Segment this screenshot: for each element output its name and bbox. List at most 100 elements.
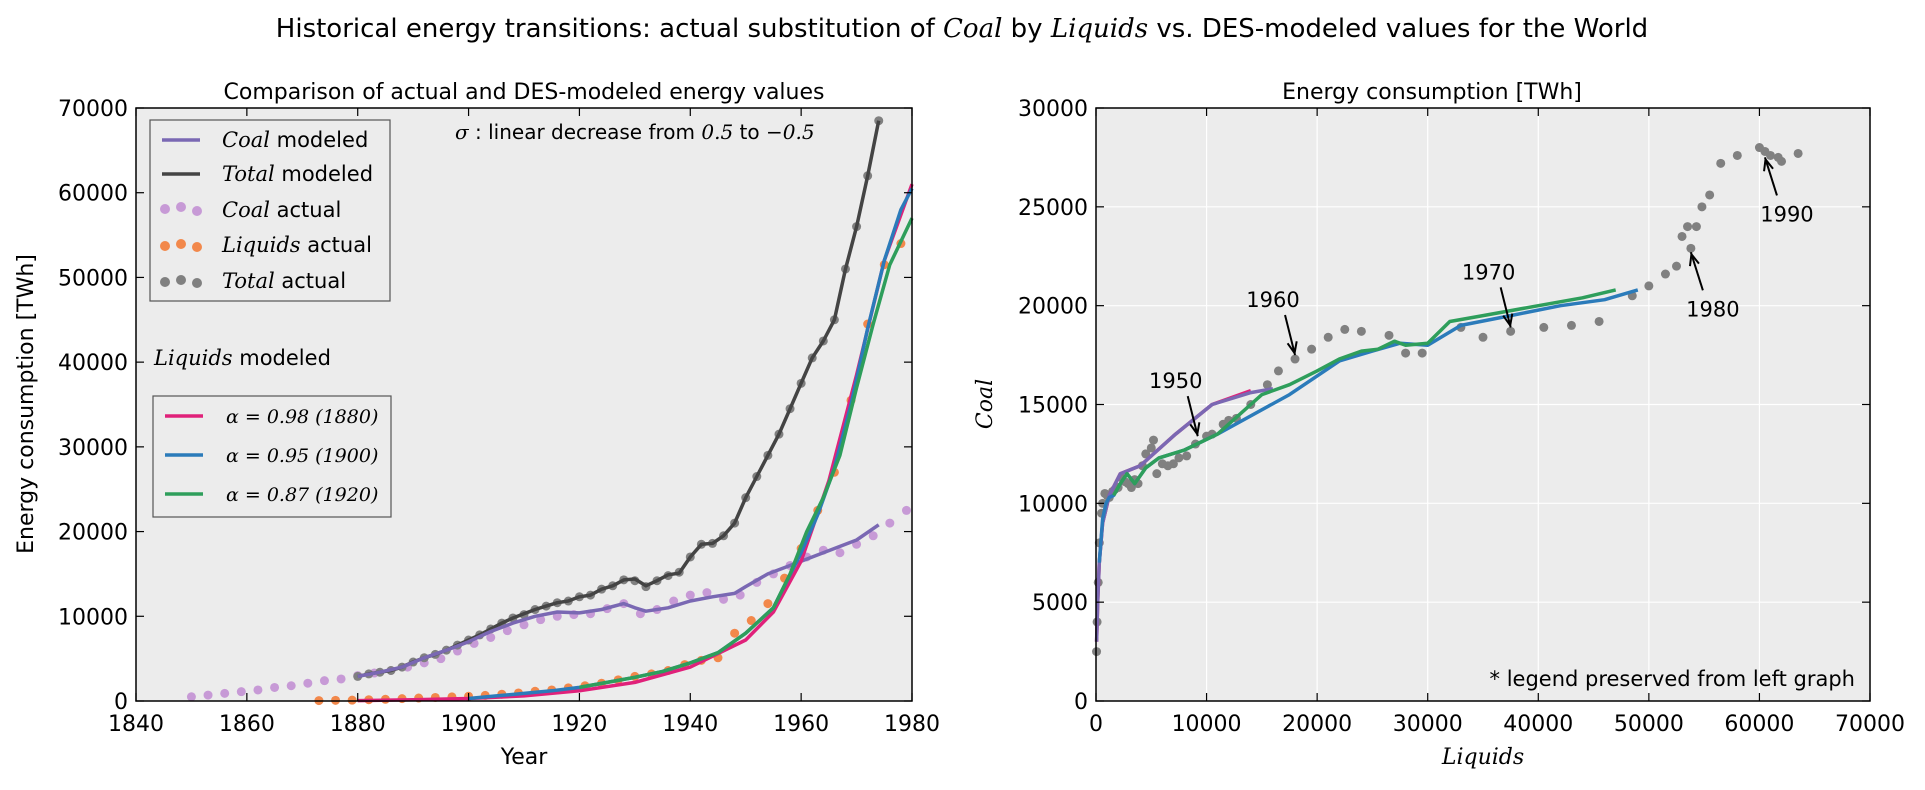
right-point (1539, 322, 1549, 332)
left-y-tick-label: 60000 (58, 182, 128, 207)
legend-entry-total-modeled: Total modeled (162, 162, 373, 186)
left-x-axis-label: Year (500, 745, 549, 770)
right-point (1417, 348, 1427, 358)
left-y-axis-label: Energy consumption [TWh] (14, 254, 39, 554)
left-point (901, 505, 911, 515)
left-point (203, 690, 213, 700)
left-point (186, 692, 196, 702)
right-point (1290, 354, 1300, 364)
left-x-tick-label: 1980 (884, 712, 940, 737)
left-point (868, 531, 878, 541)
right-x-tick-label: 0 (1089, 712, 1103, 737)
left-point (730, 628, 740, 638)
right-point (1141, 449, 1151, 459)
right-point (1765, 150, 1775, 160)
right-point (1677, 231, 1687, 241)
right-point (1697, 202, 1707, 212)
right-footnote: * legend preserved from left graph (1490, 667, 1855, 691)
right-y-tick-label: 30000 (1018, 97, 1088, 122)
right-point (1168, 459, 1178, 469)
left-line-coal-modeled (357, 523, 880, 679)
svg-text:α = 0.87 (1920): α = 0.87 (1920) (226, 484, 378, 506)
svg-text:α = 0.98 (1880): α = 0.98 (1880) (226, 406, 378, 428)
right-point (1182, 451, 1192, 461)
legend-entry-coal-actual: Coal actual (160, 198, 341, 222)
legend-actual-modeled: Coal modeled Total modeled Coal actual L… (149, 119, 391, 302)
left-x-tick-label: 1860 (219, 712, 275, 737)
right-point (1672, 261, 1681, 271)
left-y-tick-label: 70000 (58, 97, 128, 122)
left-x-tick-label: 1880 (330, 712, 386, 737)
legend-entry-total-actual: Total actual (160, 269, 346, 293)
figure-title: Historical energy transitions: actual su… (276, 14, 1648, 44)
annotation-1990: 1990 (1760, 156, 1814, 226)
sigma-annotation: σ : linear decrease from 0.5 to −0.5 (455, 120, 815, 144)
svg-text:Liquids actual: Liquids actual (221, 233, 372, 257)
right-point (1307, 344, 1317, 354)
left-y-tick-label: 10000 (58, 605, 128, 630)
right-point (1273, 366, 1283, 376)
right-x-tick-label: 30000 (1393, 712, 1463, 737)
left-x-tick-label: 1840 (108, 712, 164, 737)
legend-entry-liquids-actual: Liquids actual (160, 233, 372, 257)
right-y-tick-label: 20000 (1018, 295, 1088, 320)
left-y-tick-label: 50000 (58, 266, 128, 291)
legend-entry-alpha-087: α = 0.87 (1920) (165, 484, 378, 506)
right-point (1644, 281, 1654, 291)
right-point (1594, 316, 1604, 326)
right-line-coal-modeled (1094, 386, 1274, 642)
left-x-tick-label: 1920 (551, 712, 607, 737)
left-chart: Comparison of actual and DES-modeled ene… (14, 80, 940, 770)
right-y-axis-label: Coal (973, 379, 998, 429)
right-y-tick-label: 10000 (1018, 492, 1088, 517)
right-point (1716, 158, 1726, 168)
annotation-1950: 1950 (1149, 369, 1202, 437)
left-point (702, 588, 712, 598)
right-point (1478, 332, 1488, 342)
left-series-coal-modeled (357, 523, 880, 679)
right-point (1705, 190, 1715, 200)
right-line-0-87-1920 (1112, 288, 1617, 497)
left-point (519, 620, 529, 630)
left-point (270, 682, 280, 692)
left-x-tick-label: 1900 (441, 712, 497, 737)
right-x-tick-label: 50000 (1614, 712, 1684, 737)
right-point (1566, 320, 1576, 330)
right-point (1506, 326, 1516, 336)
left-line-0-87-1920 (579, 217, 914, 690)
right-point (1152, 469, 1162, 479)
right-point (1686, 243, 1696, 253)
svg-text:Total actual: Total actual (222, 269, 346, 293)
right-point (1384, 330, 1394, 340)
legend-entry-alpha-095: α = 0.95 (1900) (165, 445, 378, 467)
left-y-tick-label: 0 (114, 690, 128, 715)
right-point (1146, 443, 1156, 453)
left-point (502, 626, 512, 636)
left-point (486, 632, 496, 642)
right-y-tick-label: 25000 (1018, 196, 1088, 221)
right-x-axis-label: Liquids (1441, 745, 1524, 770)
right-y-tick-label: 5000 (1032, 591, 1088, 616)
left-point (319, 676, 329, 686)
svg-text:Coal actual: Coal actual (222, 198, 341, 222)
svg-text:1990: 1990 (1760, 202, 1813, 226)
right-point (1683, 222, 1693, 232)
left-point (220, 688, 230, 698)
left-point (746, 616, 756, 626)
right-y-tick-label: 15000 (1018, 394, 1088, 419)
left-point (763, 599, 773, 609)
right-series-coal-modeled (1094, 386, 1274, 642)
legend-liquids-modeled-title: Liquids modeled (153, 346, 331, 370)
annotation-1970: 1970 (1462, 260, 1515, 328)
left-point (303, 678, 313, 688)
left-point (669, 596, 679, 606)
left-point (236, 687, 246, 697)
right-x-tick-label: 10000 (1172, 712, 1242, 737)
svg-text:α = 0.95 (1900): α = 0.95 (1900) (226, 445, 378, 467)
right-point (1732, 150, 1742, 160)
svg-text:Total modeled: Total modeled (222, 162, 373, 186)
right-point (1691, 222, 1701, 232)
right-point (1174, 453, 1184, 463)
right-series-0-87-1920 (1112, 288, 1617, 497)
